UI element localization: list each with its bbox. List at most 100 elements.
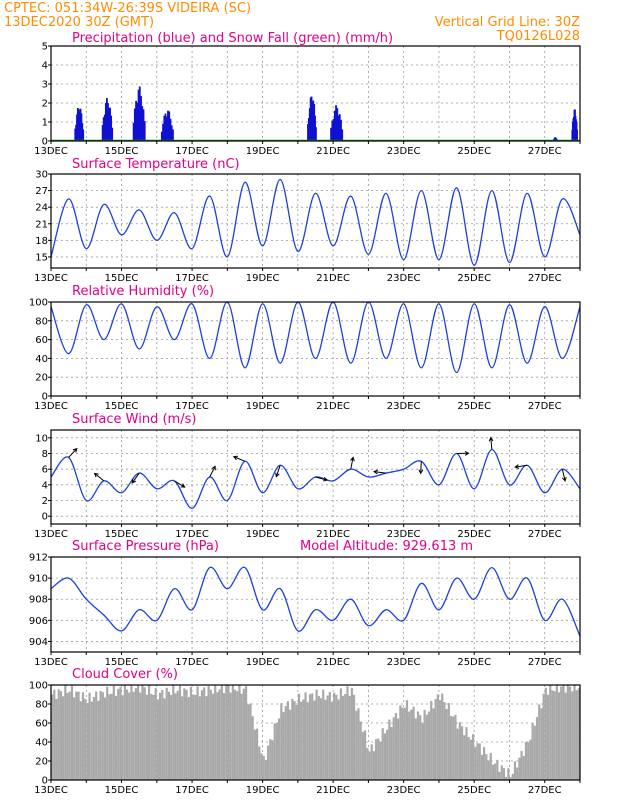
cloud-bar	[507, 768, 510, 780]
cloud-bar	[533, 725, 536, 780]
cloud-bar	[489, 752, 492, 780]
pressure-title: Surface Pressure (hPa)	[72, 539, 219, 554]
cloud-bar	[117, 688, 120, 780]
cloud-bar	[304, 692, 307, 780]
cloud-bar	[205, 696, 208, 780]
precip-bar	[330, 127, 333, 141]
cloud-bar	[275, 723, 279, 780]
x-tick-label: 23DEC	[387, 146, 421, 157]
cloud-bar	[240, 693, 243, 780]
cloud-bar	[432, 708, 435, 780]
y-tick-label: 4	[42, 61, 48, 72]
cloud-bar	[216, 692, 219, 780]
x-tick-label: 21DEC	[316, 273, 350, 284]
cloud-bar	[564, 692, 567, 780]
cloud-bar	[225, 685, 228, 780]
cloud-bar	[546, 694, 550, 780]
cloud-bar	[357, 708, 360, 780]
y-tick-label: 5	[42, 42, 48, 53]
cloud-bar	[306, 702, 309, 780]
x-tick-label: 17DEC	[175, 785, 209, 796]
precip-bar	[340, 119, 342, 141]
precip-bar	[335, 105, 337, 141]
cloud-bar	[341, 695, 345, 780]
panel-frame	[50, 556, 581, 653]
x-tick-label: 17DEC	[175, 657, 209, 668]
y-tick-label: 40	[35, 354, 48, 365]
cloud-bar	[79, 701, 82, 780]
series-line	[50, 448, 581, 509]
cloud-bar	[568, 686, 572, 780]
precip-bar	[163, 115, 166, 141]
precipitation-title: Precipitation (blue) and Snow Fall (gree…	[72, 31, 393, 46]
cloud-bar	[99, 690, 102, 780]
cloud-bar	[513, 761, 517, 780]
cloud-bar	[372, 751, 376, 780]
x-tick-label: 25DEC	[457, 273, 491, 284]
cloud-bar	[66, 692, 69, 780]
wind-arrow	[94, 472, 105, 482]
wind-arrow-head	[93, 472, 99, 478]
cloud-bar	[249, 703, 252, 780]
precip-bar	[101, 124, 104, 141]
wind-arrow-head	[72, 447, 78, 453]
cloud-bar	[379, 741, 382, 780]
wind-arrow-head	[275, 472, 280, 478]
cloud-bar	[293, 701, 296, 780]
header-run-date: 13DEC2020 30Z (GMT)	[4, 15, 154, 30]
precip-bar	[133, 108, 136, 141]
precip-bar	[107, 103, 109, 141]
y-tick-label: 910	[29, 574, 48, 585]
x-tick-label: 13DEC	[34, 273, 68, 284]
y-tick-label: 1	[42, 118, 48, 129]
cloud-bar	[229, 692, 232, 780]
precip-bar	[135, 100, 137, 141]
cloud-bar	[366, 747, 369, 780]
cloud-bar	[106, 686, 109, 780]
y-tick-label: 2	[42, 99, 48, 110]
cloud-bar	[282, 712, 285, 780]
x-tick-label: 27DEC	[528, 529, 562, 540]
y-tick-label: 60	[35, 719, 48, 730]
precip-bar	[132, 122, 135, 141]
x-tick-label: 13DEC	[34, 657, 68, 668]
cloud-bar	[311, 693, 314, 780]
y-tick-label: 908	[29, 595, 48, 606]
x-tick-label: 21DEC	[316, 146, 350, 157]
precip-bar	[108, 107, 110, 141]
cloud-bar	[302, 699, 305, 780]
cloud-bar	[458, 722, 461, 780]
cloud-bar	[62, 696, 65, 780]
precip-bar	[136, 102, 139, 141]
x-tick-label: 15DEC	[105, 146, 139, 157]
cloud-cover-panel: Cloud Cover (%) 0 20 40 60 80 100 13DEC 15DEC 17…	[29, 667, 581, 796]
wind-title: Surface Wind (m/s)	[72, 412, 196, 427]
precip-bar	[105, 97, 108, 141]
cloud-bar	[189, 686, 193, 780]
cloud-bar	[324, 699, 327, 780]
precip-bar	[142, 109, 145, 141]
wind-arrow-head	[232, 455, 238, 461]
precip-bar	[169, 118, 172, 141]
x-tick-label: 17DEC	[175, 401, 209, 412]
cloud-bar	[520, 750, 523, 780]
y-tick-label: 60	[35, 335, 48, 346]
cloud-bar	[214, 685, 217, 780]
cloud-bar	[531, 723, 534, 780]
cloud-bar	[178, 685, 182, 780]
wind-panel: Surface Wind (m/s) 0 2 4 6 8 10 13DEC 15DEC 17DE…	[34, 412, 581, 540]
x-tick-label: 23DEC	[387, 401, 421, 412]
cloud-bar	[187, 697, 190, 780]
cloud-bar	[185, 689, 188, 780]
cloud-bar	[412, 706, 415, 780]
x-tick-label: 25DEC	[457, 785, 491, 796]
cloud-bar	[502, 768, 506, 780]
cloud-bar	[141, 685, 144, 780]
cloud-bar	[577, 688, 580, 780]
precip-bar	[170, 125, 173, 141]
cloud-bar	[233, 689, 237, 780]
wind-arrow	[233, 456, 246, 462]
cloud-bar	[355, 710, 358, 780]
cloud-bar	[375, 739, 378, 780]
